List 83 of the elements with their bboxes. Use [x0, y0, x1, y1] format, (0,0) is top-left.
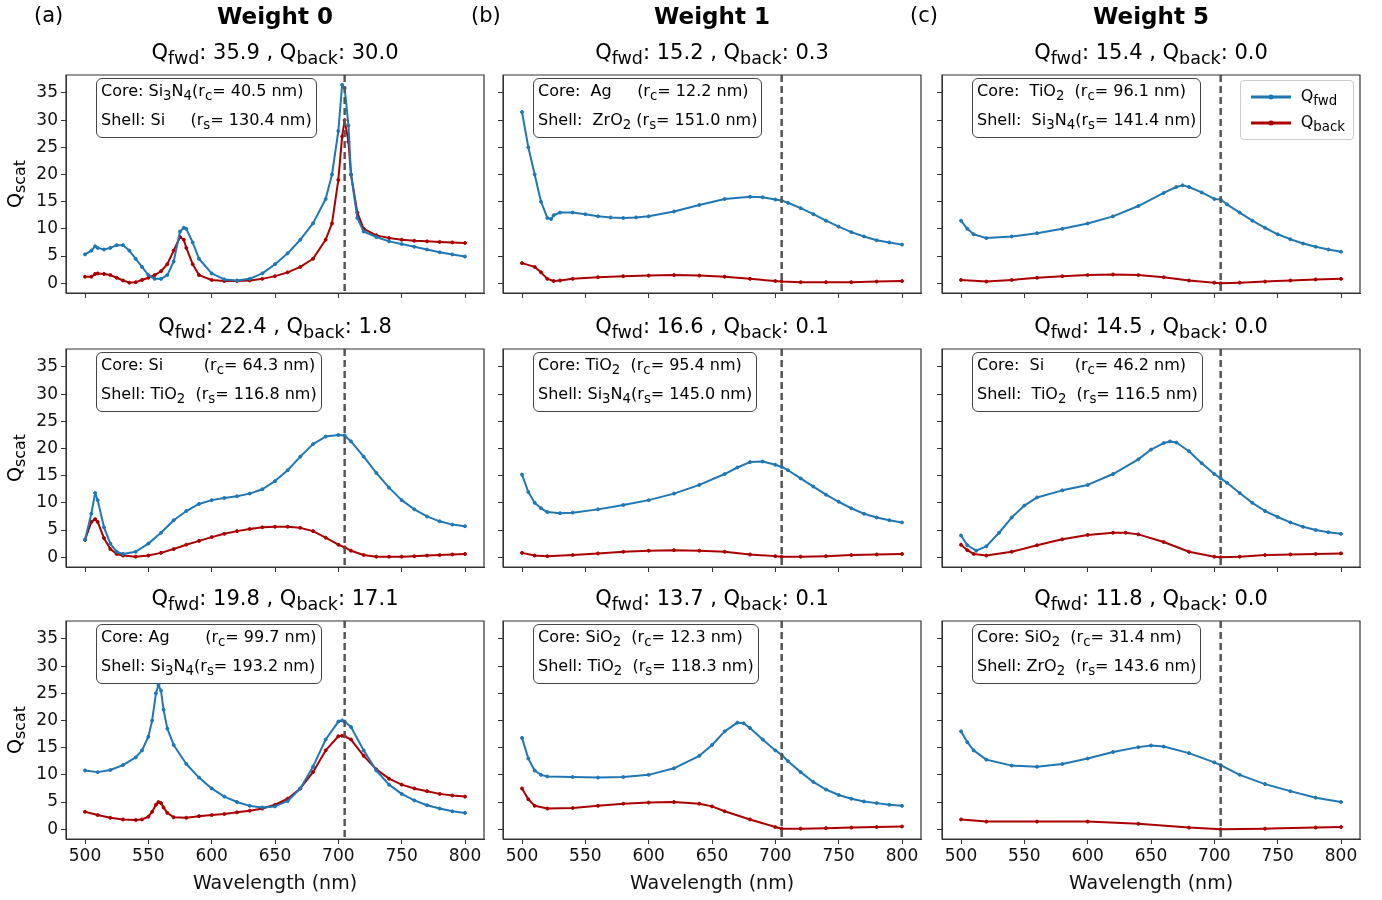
x-tick-label: 600	[195, 844, 228, 865]
annotation: Core: Si$_{3}$N$_{4}$(r$_{c}$= 40.5 nm)	[101, 80, 305, 106]
text: (a)	[34, 3, 64, 27]
annotation: Shell: TiO$_{2}$ (r$_{s}$= 116.8 nm)	[101, 383, 317, 409]
chart-subtitle: Q$_{fwd}$: 19.8 , Q$_{back}$: 17.1	[150, 586, 400, 615]
x-tick-label: 500	[505, 844, 539, 865]
y-tick-label: 25	[36, 135, 58, 156]
annotation: Shell: TiO$_{2}$ (r$_{s}$= 118.3 nm)	[538, 655, 754, 681]
x-tick-label: 550	[569, 844, 602, 865]
chart-subtitle: Q$_{fwd}$: 22.4 , Q$_{back}$: 1.8	[157, 314, 393, 343]
chart-subtitle: Q$_{fwd}$: 35.9 , Q$_{back}$: 30.0	[150, 40, 400, 69]
y-tick-label: 20	[36, 162, 58, 183]
chart-subtitle: Q$_{fwd}$: 13.7 , Q$_{back}$: 0.1	[594, 586, 830, 615]
chart-title: Weight 1	[654, 3, 770, 29]
y-tick-label: 5	[47, 518, 58, 539]
x-tick-label: 550	[132, 844, 165, 865]
annotation: Core: TiO$_{2}$ (r$_{c}$= 95.4 nm)	[538, 354, 743, 380]
chart-subtitle: Q$_{fwd}$: 14.5 , Q$_{back}$: 0.0	[1033, 314, 1269, 343]
y-tick-label: 5	[47, 790, 58, 811]
x-tick-label: 550	[1008, 844, 1041, 865]
y-tick-label: 35	[36, 627, 58, 648]
y-tick-label: 10	[36, 763, 58, 784]
chart-subtitle: Q$_{fwd}$: 11.8 , Q$_{back}$: 0.0	[1033, 586, 1269, 615]
x-tick-label: 700	[1198, 844, 1231, 865]
y-tick-label: 25	[36, 409, 58, 430]
y-tick-label: 0	[47, 271, 58, 292]
x-tick-label: 800	[448, 844, 482, 865]
x-axis-title: Wavelength (nm)	[629, 870, 795, 893]
x-tick-label: 700	[322, 844, 355, 865]
annotation: Core: Si (r$_{c}$= 46.2 nm)	[977, 354, 1188, 380]
annotation: Shell: ZrO$_{2}$ (r$_{s}$= 143.6 nm)	[977, 655, 1197, 681]
annotation: Core: SiO$_{2}$ (r$_{c}$= 12.3 nm)	[538, 626, 744, 652]
chart-subtitle: Q$_{fwd}$: 15.2 , Q$_{back}$: 0.3	[594, 40, 830, 69]
y-tick-label: 35	[36, 355, 58, 376]
x-tick-label: 500	[944, 844, 978, 865]
annotation: Shell: Si (r$_{s}$= 130.4 nm)	[101, 109, 312, 135]
annotation: Shell: Si$_{3}$N$_{4}$(r$_{s}$= 141.4 nm)	[977, 109, 1197, 135]
x-tick-label: 650	[695, 844, 729, 865]
annotation: Shell: TiO$_{2}$ (r$_{s}$= 116.5 nm)	[977, 383, 1198, 409]
y-tick-label: 15	[36, 736, 58, 757]
legend-label: Q$_{fwd}$	[1300, 85, 1338, 109]
x-tick-label: 750	[385, 844, 418, 865]
chart-subtitle: Q$_{fwd}$: 16.6 , Q$_{back}$: 0.1	[594, 314, 830, 343]
text: (c)	[910, 3, 938, 27]
annotation: Shell: Si$_{3}$N$_{4}$(r$_{s}$= 193.2 nm)	[101, 655, 317, 681]
x-tick-label: 600	[632, 844, 665, 865]
y-tick-label: 10	[36, 491, 58, 512]
y-tick-label: 10	[36, 217, 58, 238]
x-tick-label: 800	[885, 844, 919, 865]
y-tick-label: 15	[36, 190, 58, 211]
y-tick-label: 0	[47, 817, 58, 838]
x-axis-title: Wavelength (nm)	[1068, 870, 1234, 893]
annotation: Core: Si (r$_{c}$= 64.3 nm)	[101, 354, 317, 380]
annotation: Core: TiO$_{2}$ (r$_{c}$= 96.1 nm)	[977, 80, 1187, 106]
x-tick-label: 600	[1071, 844, 1104, 865]
chart-subtitle: Q$_{fwd}$: 15.4 , Q$_{back}$: 0.0	[1033, 40, 1269, 69]
y-tick-label: 5	[47, 244, 58, 265]
y-tick-label: 30	[36, 654, 58, 675]
chart-title: Weight 0	[217, 3, 333, 29]
x-tick-label: 650	[1134, 844, 1168, 865]
x-tick-label: 800	[1324, 844, 1358, 865]
annotation: Shell: Si$_{3}$N$_{4}$(r$_{s}$= 145.0 nm)	[538, 383, 753, 409]
annotation: Core: Ag (r$_{c}$= 12.2 nm)	[538, 80, 750, 106]
annotation: Core: Ag (r$_{c}$= 99.7 nm)	[101, 626, 317, 652]
x-tick-label: 700	[759, 844, 792, 865]
x-tick-label: 750	[822, 844, 855, 865]
y-tick-label: 30	[36, 108, 58, 129]
legend-label: Q$_{back}$	[1300, 111, 1345, 135]
x-axis-title: Wavelength (nm)	[192, 870, 358, 893]
x-tick-label: 650	[258, 844, 292, 865]
annotation: Shell: ZrO$_{2}$ (r$_{s}$= 151.0 nm)	[538, 109, 758, 135]
x-tick-label: 500	[68, 844, 102, 865]
y-tick-label: 25	[36, 681, 58, 702]
annotation: Core: SiO$_{2}$ (r$_{c}$= 31.4 nm)	[977, 626, 1183, 652]
y-tick-label: 15	[36, 464, 58, 485]
y-tick-label: 20	[36, 708, 58, 729]
text: (b)	[471, 3, 501, 27]
x-tick-label: 750	[1261, 844, 1294, 865]
y-tick-label: 20	[36, 436, 58, 457]
y-tick-label: 35	[36, 81, 58, 102]
y-tick-label: 0	[47, 545, 58, 566]
y-tick-label: 30	[36, 382, 58, 403]
chart-title: Weight 5	[1092, 3, 1210, 29]
